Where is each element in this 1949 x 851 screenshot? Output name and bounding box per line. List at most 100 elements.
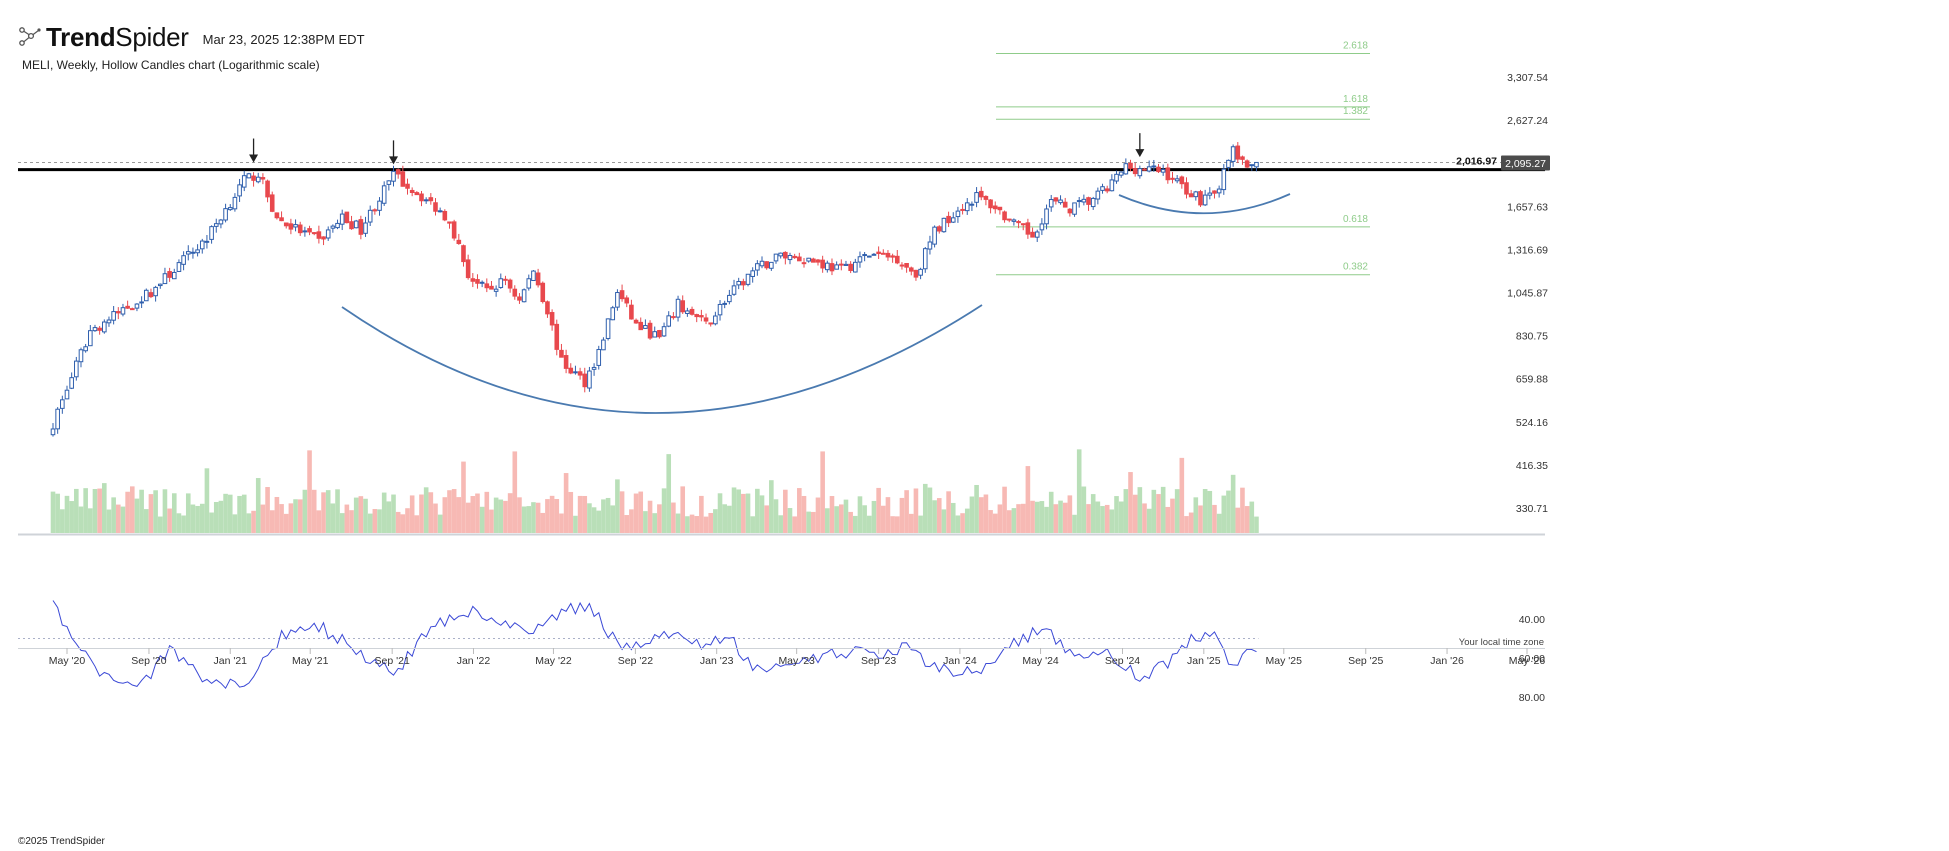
candle-body — [927, 241, 933, 250]
resistance-line[interactable] — [18, 161, 1545, 172]
time-tick-label: Sep '21 — [375, 655, 410, 667]
volume-bar — [391, 494, 396, 533]
candle-body — [442, 210, 448, 221]
candle-body — [400, 171, 406, 187]
volume-bar — [797, 488, 802, 533]
candle-body — [1198, 191, 1203, 206]
volume-bar — [1072, 514, 1077, 533]
volume-bar — [936, 498, 942, 533]
candle-body — [582, 373, 588, 388]
volume-bar — [1095, 501, 1101, 533]
volume-bar — [512, 451, 518, 533]
candle-body — [689, 308, 695, 315]
candle-body — [405, 183, 410, 189]
volume-bar — [685, 516, 690, 533]
fib-label: 1.382 — [1343, 106, 1368, 117]
volume-bar — [405, 508, 410, 533]
candle-body — [964, 202, 970, 212]
volume-bar — [535, 502, 541, 533]
volume-bar — [941, 509, 947, 533]
candle-body — [321, 236, 326, 240]
candle-body — [1104, 188, 1110, 192]
volume-bar — [442, 497, 448, 533]
price-tick-label: 2,627.24 — [1507, 115, 1548, 127]
candle-body — [633, 319, 639, 324]
candle-body — [1151, 165, 1157, 168]
candle-body — [1030, 231, 1035, 238]
volume-bar — [717, 493, 723, 533]
candle-body — [325, 229, 331, 239]
volume-bar — [918, 515, 923, 533]
volume-bar — [787, 508, 793, 533]
candle-body — [237, 184, 242, 197]
candle-body — [64, 389, 70, 400]
candle-body — [643, 325, 648, 329]
volume-bar — [227, 494, 233, 533]
volume-bar — [862, 505, 867, 533]
volume-bar — [409, 495, 415, 533]
volume-bar — [783, 489, 788, 533]
candle-body — [255, 176, 261, 183]
candle-body — [69, 377, 74, 389]
price-tick-label: 1,657.63 — [1507, 201, 1548, 213]
volume-bar — [969, 496, 975, 533]
volume-bar — [97, 488, 102, 533]
volume-bar — [960, 513, 965, 533]
volume-bar — [1212, 504, 1217, 533]
price-axis[interactable]: 3,307.54 2,627.24 1,657.63 1,316.69 1,045.87… — [1507, 72, 1548, 515]
volume-bar — [297, 499, 303, 533]
volume-bar — [811, 511, 816, 533]
volume-bar — [265, 487, 270, 533]
volume-bar — [83, 488, 88, 533]
volume-bar — [554, 499, 560, 533]
volume-bar — [978, 497, 984, 533]
candle-body — [419, 193, 424, 202]
volume-bar — [629, 509, 634, 533]
candle-body — [1062, 201, 1068, 208]
time-tick-label: Jan '22 — [457, 655, 491, 667]
volume-bar — [321, 492, 326, 533]
candle-body — [157, 283, 163, 287]
candle-body — [619, 290, 625, 300]
candle-body — [111, 311, 116, 321]
volume-bar — [722, 504, 727, 533]
volume-bar — [64, 495, 70, 533]
volume-bar — [633, 493, 639, 533]
candle-body — [1226, 159, 1231, 168]
candle-body — [1095, 190, 1101, 200]
candle-body — [1132, 168, 1138, 175]
rsi-tick-label: 40.00 — [1519, 614, 1545, 626]
volume-bar — [283, 513, 289, 533]
volume-bar — [414, 515, 420, 533]
candle-body — [713, 315, 718, 325]
time-axis[interactable]: May '20 Sep '20 Jan '21 May '21 Sep '21 Jan '… — [18, 648, 1545, 667]
candle-body — [129, 308, 135, 311]
volume-bar — [363, 498, 368, 533]
fib-label: 1.618 — [1343, 94, 1368, 105]
volume-bar — [988, 510, 993, 533]
volume-bar — [624, 515, 630, 533]
volume-bar — [759, 495, 765, 533]
volume-bar — [461, 461, 466, 533]
candle-body — [610, 307, 616, 321]
volume-bar — [661, 488, 667, 533]
time-tick-label: Sep '20 — [131, 655, 166, 667]
candle-body — [871, 253, 877, 256]
candle-body — [395, 169, 401, 175]
trendspider-logo[interactable]: TrendSpider — [18, 22, 189, 53]
candle-body — [78, 349, 84, 363]
candle-body — [1188, 193, 1194, 198]
candle-body — [1179, 176, 1185, 185]
volume-bar — [419, 494, 424, 533]
candle-body — [1114, 173, 1119, 182]
candle-body — [1216, 188, 1222, 194]
candle-body — [102, 321, 107, 333]
candle-body — [801, 262, 807, 265]
fib-label: 0.382 — [1343, 262, 1368, 273]
candle-body — [526, 278, 532, 289]
candle-body — [1207, 192, 1213, 196]
volume-bar — [922, 483, 928, 533]
candle-body — [372, 209, 378, 212]
candle-body — [349, 221, 354, 230]
